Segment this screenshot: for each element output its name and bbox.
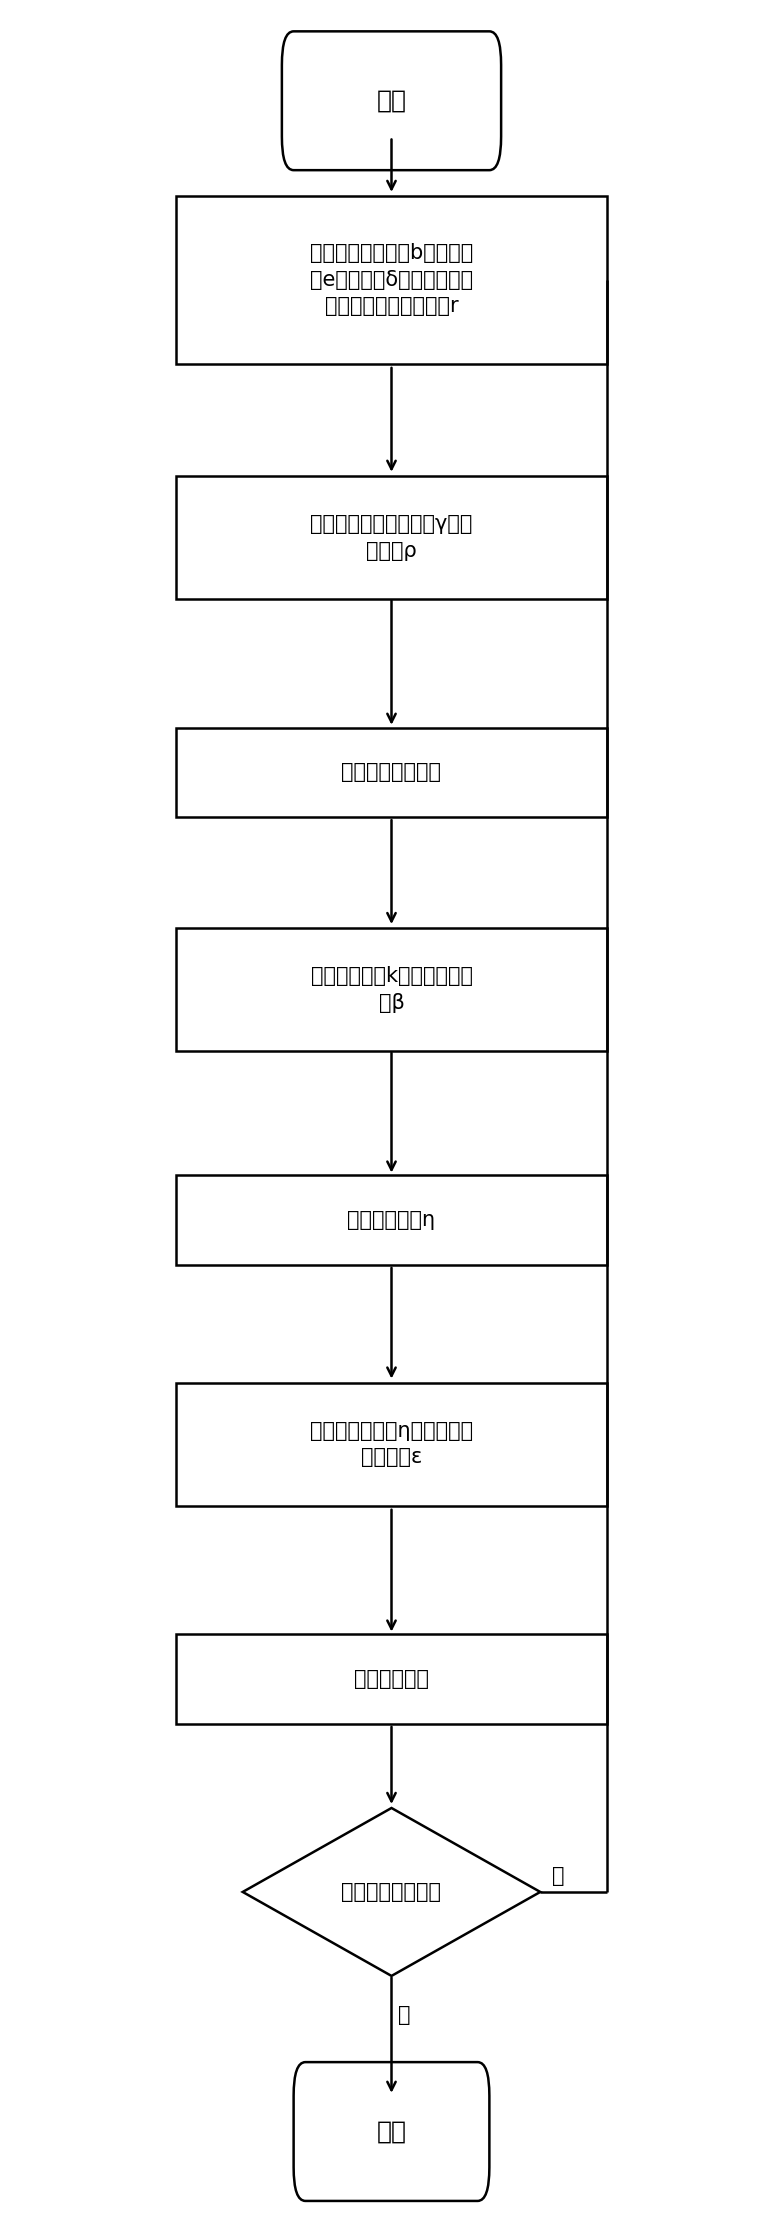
Bar [176, 1175, 607, 1265]
Text: 开始: 开始 [377, 90, 406, 112]
FancyBboxPatch shape [294, 2062, 489, 2201]
Text: 否: 否 [552, 1867, 565, 1885]
Text: 计算实际弧长η: 计算实际弧长η [348, 1211, 435, 1229]
Text: 求解出实际弧长η对应的各个
实际角度ε: 求解出实际弧长η对应的各个 实际角度ε [310, 1422, 473, 1467]
Text: 是: 是 [398, 2006, 410, 2024]
Text: 确定圆弧初始半径b、半径增
值e、标准差δ、旋片与定子
内阔配合顶部圆弧半径r: 确定圆弧初始半径b、半径增 值e、标准差δ、旋片与定子 内阔配合顶部圆弧半径r [310, 244, 473, 316]
Bar [176, 475, 607, 598]
Text: 完成: 完成 [377, 2120, 406, 2143]
Bar [176, 197, 607, 363]
Bar [176, 1384, 607, 1507]
Bar [176, 728, 607, 817]
Bar [176, 927, 607, 1052]
Text: 确定修正系数k，计算修正角
度β: 确定修正系数k，计算修正角 度β [311, 967, 472, 1012]
FancyBboxPatch shape [282, 31, 501, 170]
Polygon shape [243, 1809, 540, 1977]
Text: 是否符合设计要求: 是否符合设计要求 [341, 1883, 442, 1901]
Text: 计算圆弧各个理论角度γ对应
的弧长ρ: 计算圆弧各个理论角度γ对应 的弧长ρ [310, 515, 473, 560]
Text: 构造内阔曲线: 构造内阔曲线 [354, 1670, 429, 1688]
Text: 构造理论内阔曲线: 构造理论内阔曲线 [341, 763, 442, 781]
Bar [176, 1634, 607, 1724]
